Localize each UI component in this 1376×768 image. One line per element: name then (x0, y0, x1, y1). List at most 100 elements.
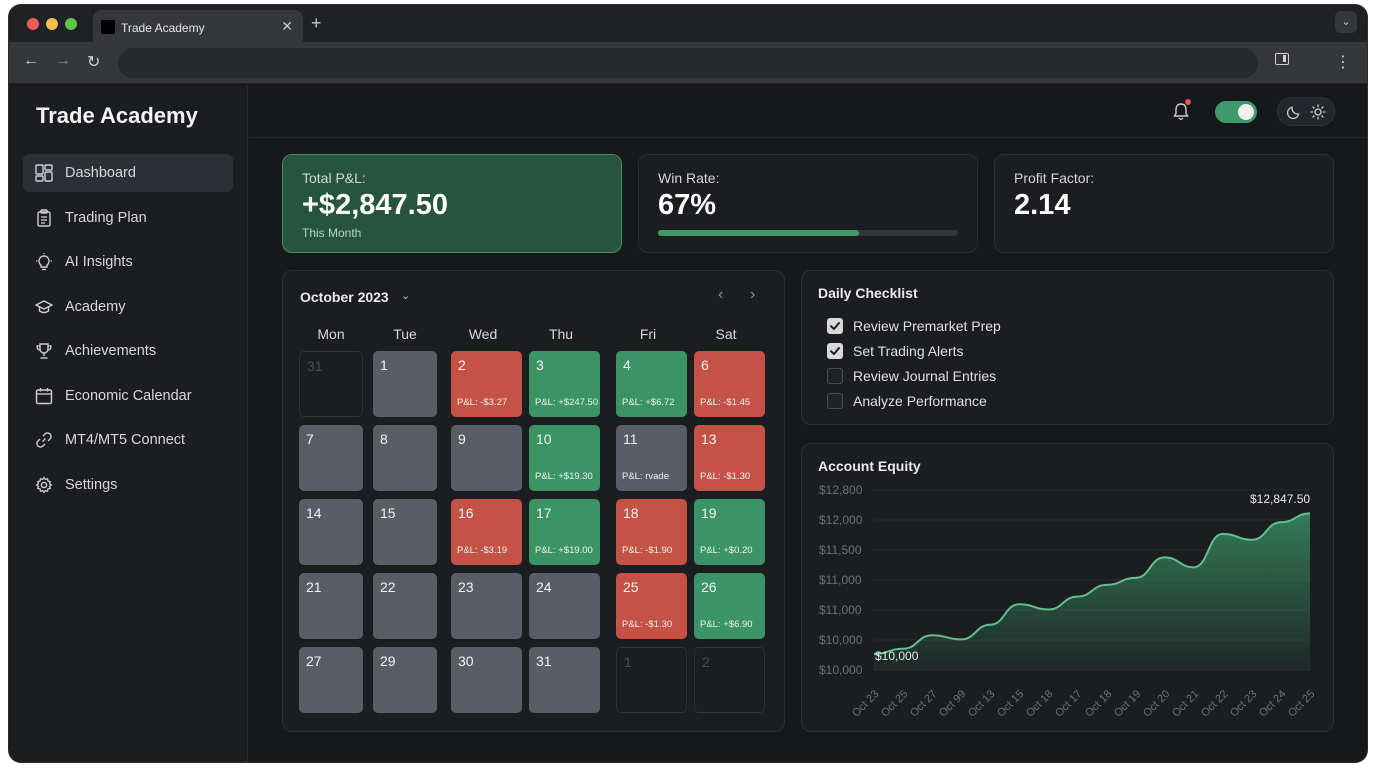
calendar-day[interactable]: 11 P&L: rvade (616, 425, 687, 491)
sidebar-item-dashboard[interactable]: Dashboard (23, 154, 233, 192)
day-number: 14 (306, 505, 322, 521)
calendar-day[interactable]: 23 (451, 573, 522, 639)
calendar-day[interactable]: 16 P&L: -$3.19 (451, 499, 522, 565)
day-number: 6 (701, 357, 709, 373)
browser-tab[interactable]: Trade Academy ✕ (93, 10, 303, 42)
sidebar-item-label: Settings (65, 476, 118, 493)
moon-icon[interactable] (1287, 104, 1302, 119)
browser-window: Trade Academy ✕ + ⌄ ← → ↻ ⋮ Trade Academ… (9, 5, 1367, 762)
y-axis-tick: $11,000 (819, 573, 862, 587)
gear-icon (35, 476, 53, 493)
calendar-day[interactable]: 29 (373, 647, 437, 713)
day-number: 3 (536, 357, 544, 373)
calendar-day[interactable]: 1 (616, 647, 687, 713)
calendar-day[interactable]: 1 (373, 351, 437, 417)
weekday-header: Tue (393, 326, 417, 342)
app: Trade Academy Dashboard Trading Plan AI In… (9, 85, 1367, 762)
profit-factor-value: 2.14 (1014, 189, 1071, 221)
bell-icon[interactable] (1171, 102, 1191, 122)
prev-month-button[interactable]: ‹ (718, 286, 724, 303)
side-panel-icon[interactable] (1275, 53, 1289, 65)
day-pl: P&L: -$1.30 (700, 471, 751, 482)
calendar-day[interactable]: 22 (373, 573, 437, 639)
checkmark-icon (830, 347, 840, 355)
checkbox[interactable] (827, 368, 843, 384)
day-number: 19 (701, 505, 717, 521)
sidebar-item-trading-plan[interactable]: Trading Plan (23, 199, 233, 237)
tab-close-icon[interactable]: ✕ (281, 18, 293, 34)
calendar-day[interactable]: 19 P&L: +$0.20 (694, 499, 765, 565)
mode-toggle[interactable] (1215, 101, 1257, 123)
calendar-day[interactable]: 14 (299, 499, 363, 565)
theme-switcher[interactable] (1277, 97, 1335, 126)
calendar-day[interactable]: 3 P&L: +$247.50 (529, 351, 600, 417)
clipboard-icon (37, 208, 51, 227)
calendar-day[interactable]: 8 (373, 425, 437, 491)
calendar-day[interactable]: 31 (299, 351, 363, 417)
sidebar-item-label: MT4/MT5 Connect (65, 432, 186, 448)
dashboard-icon (35, 164, 53, 182)
sidebar-item-economic-calendar[interactable]: Economic Calendar (23, 377, 233, 415)
sidebar-item-mt4-mt5-connect[interactable]: MT4/MT5 Connect (23, 421, 233, 459)
calendar-day[interactable]: 7 (299, 425, 363, 491)
chevron-down-icon[interactable]: ⌄ (401, 290, 411, 302)
day-number: 23 (458, 579, 474, 595)
forward-button[interactable]: → (55, 52, 71, 69)
sidebar-item-ai-insights[interactable]: AI Insights (23, 243, 233, 281)
calendar-day[interactable]: 18 P&L: -$1.90 (616, 499, 687, 565)
tab-title: Trade Academy (121, 21, 205, 35)
sidebar-item-settings[interactable]: Settings (23, 466, 233, 504)
tab-search-button[interactable]: ⌄ (1335, 11, 1357, 33)
calendar-day[interactable]: 10 P&L: +$19.30 (529, 425, 600, 491)
lightbulb-icon (36, 253, 52, 271)
calendar-day[interactable]: 2 P&L: -$3.27 (451, 351, 522, 417)
calendar-day[interactable]: 2 (694, 647, 765, 713)
checked-checkbox[interactable] (827, 318, 843, 334)
calendar-day[interactable]: 4 P&L: +$6.72 (616, 351, 687, 417)
calendar-day[interactable]: 25 P&L: -$1.30 (616, 573, 687, 639)
equity-chart (873, 489, 1311, 671)
checkbox[interactable] (827, 393, 843, 409)
address-bar[interactable] (118, 48, 1258, 78)
calendar-day[interactable]: 17 P&L: +$19.00 (529, 499, 600, 565)
close-window-button[interactable] (27, 18, 39, 30)
day-number: 18 (623, 505, 639, 521)
browser-menu-button[interactable]: ⋮ (1335, 54, 1351, 71)
equity-title: Account Equity (818, 458, 921, 474)
day-pl: P&L: +$6.90 (700, 619, 753, 630)
win-rate-card: Win Rate: 67% (638, 154, 978, 253)
new-tab-button[interactable]: + (311, 13, 322, 33)
minimize-window-button[interactable] (46, 18, 58, 30)
calendar-day[interactable]: 21 (299, 573, 363, 639)
y-axis-tick: $11,500 (819, 543, 862, 557)
day-number: 29 (380, 653, 396, 669)
checklist-label: Analyze Performance (853, 393, 987, 409)
tab-bar: Trade Academy ✕ + ⌄ (9, 5, 1367, 42)
calendar-day[interactable]: 15 (373, 499, 437, 565)
calendar-day[interactable]: 9 (451, 425, 522, 491)
calendar-day[interactable]: 31 (529, 647, 600, 713)
y-axis-tick: $11,000 (819, 603, 862, 617)
sun-icon[interactable] (1310, 104, 1326, 120)
day-number: 1 (380, 357, 388, 373)
sidebar-item-achievements[interactable]: Achievements (23, 332, 233, 370)
calendar-title[interactable]: October 2023 (300, 289, 389, 305)
back-button[interactable]: ← (23, 52, 39, 69)
maximize-window-button[interactable] (65, 18, 77, 30)
day-pl: P&L: rvade (622, 471, 669, 482)
calendar-day[interactable]: 30 (451, 647, 522, 713)
win-rate-label: Win Rate: (658, 170, 720, 186)
calendar-day[interactable]: 13 P&L: -$1.30 (694, 425, 765, 491)
next-month-button[interactable]: › (750, 286, 756, 303)
calendar-day[interactable]: 6 P&L: -$1.45 (694, 351, 765, 417)
reload-button[interactable]: ↻ (87, 54, 101, 71)
sidebar-item-academy[interactable]: Academy (23, 288, 233, 326)
day-number: 2 (702, 654, 710, 670)
day-number: 31 (307, 358, 323, 374)
calendar-day[interactable]: 27 (299, 647, 363, 713)
checked-checkbox[interactable] (827, 343, 843, 359)
y-axis-tick: $12,800 (819, 483, 863, 497)
favicon-icon (101, 20, 115, 34)
calendar-day[interactable]: 24 (529, 573, 600, 639)
calendar-day[interactable]: 26 P&L: +$6.90 (694, 573, 765, 639)
